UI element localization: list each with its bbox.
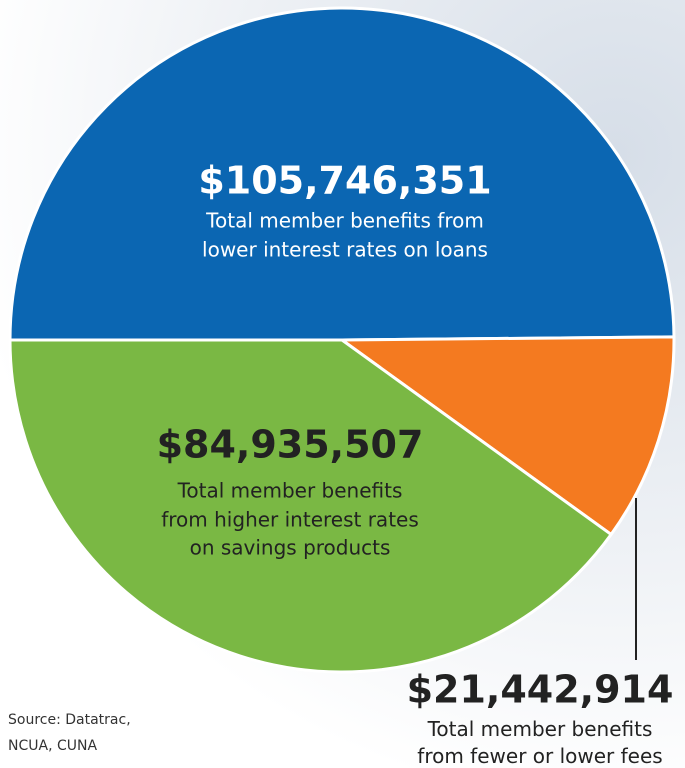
pie: [8, 6, 676, 674]
source-note: NCUA, CUNA: [8, 738, 97, 754]
slice: [8, 6, 676, 342]
value-label: $105,746,351: [198, 159, 491, 203]
category-label: on savings products: [190, 536, 391, 560]
slice: [340, 335, 676, 536]
category-label: Total member benefits: [177, 479, 403, 503]
slice: [8, 338, 613, 674]
source-note: Source: Datatrac,: [8, 712, 131, 728]
category-label: Total member benefits from: [205, 209, 484, 233]
category-label: lower interest rates on loans: [202, 238, 488, 262]
value-label: $84,935,507: [157, 423, 424, 467]
labels: $105,746,351 Total member benefits from lo…: [8, 159, 673, 768]
category-label: from higher interest rates: [161, 508, 419, 532]
category-label: Total member benefits from fewer or lower…: [417, 717, 662, 768]
value-label: $21,442,914: [407, 668, 674, 712]
